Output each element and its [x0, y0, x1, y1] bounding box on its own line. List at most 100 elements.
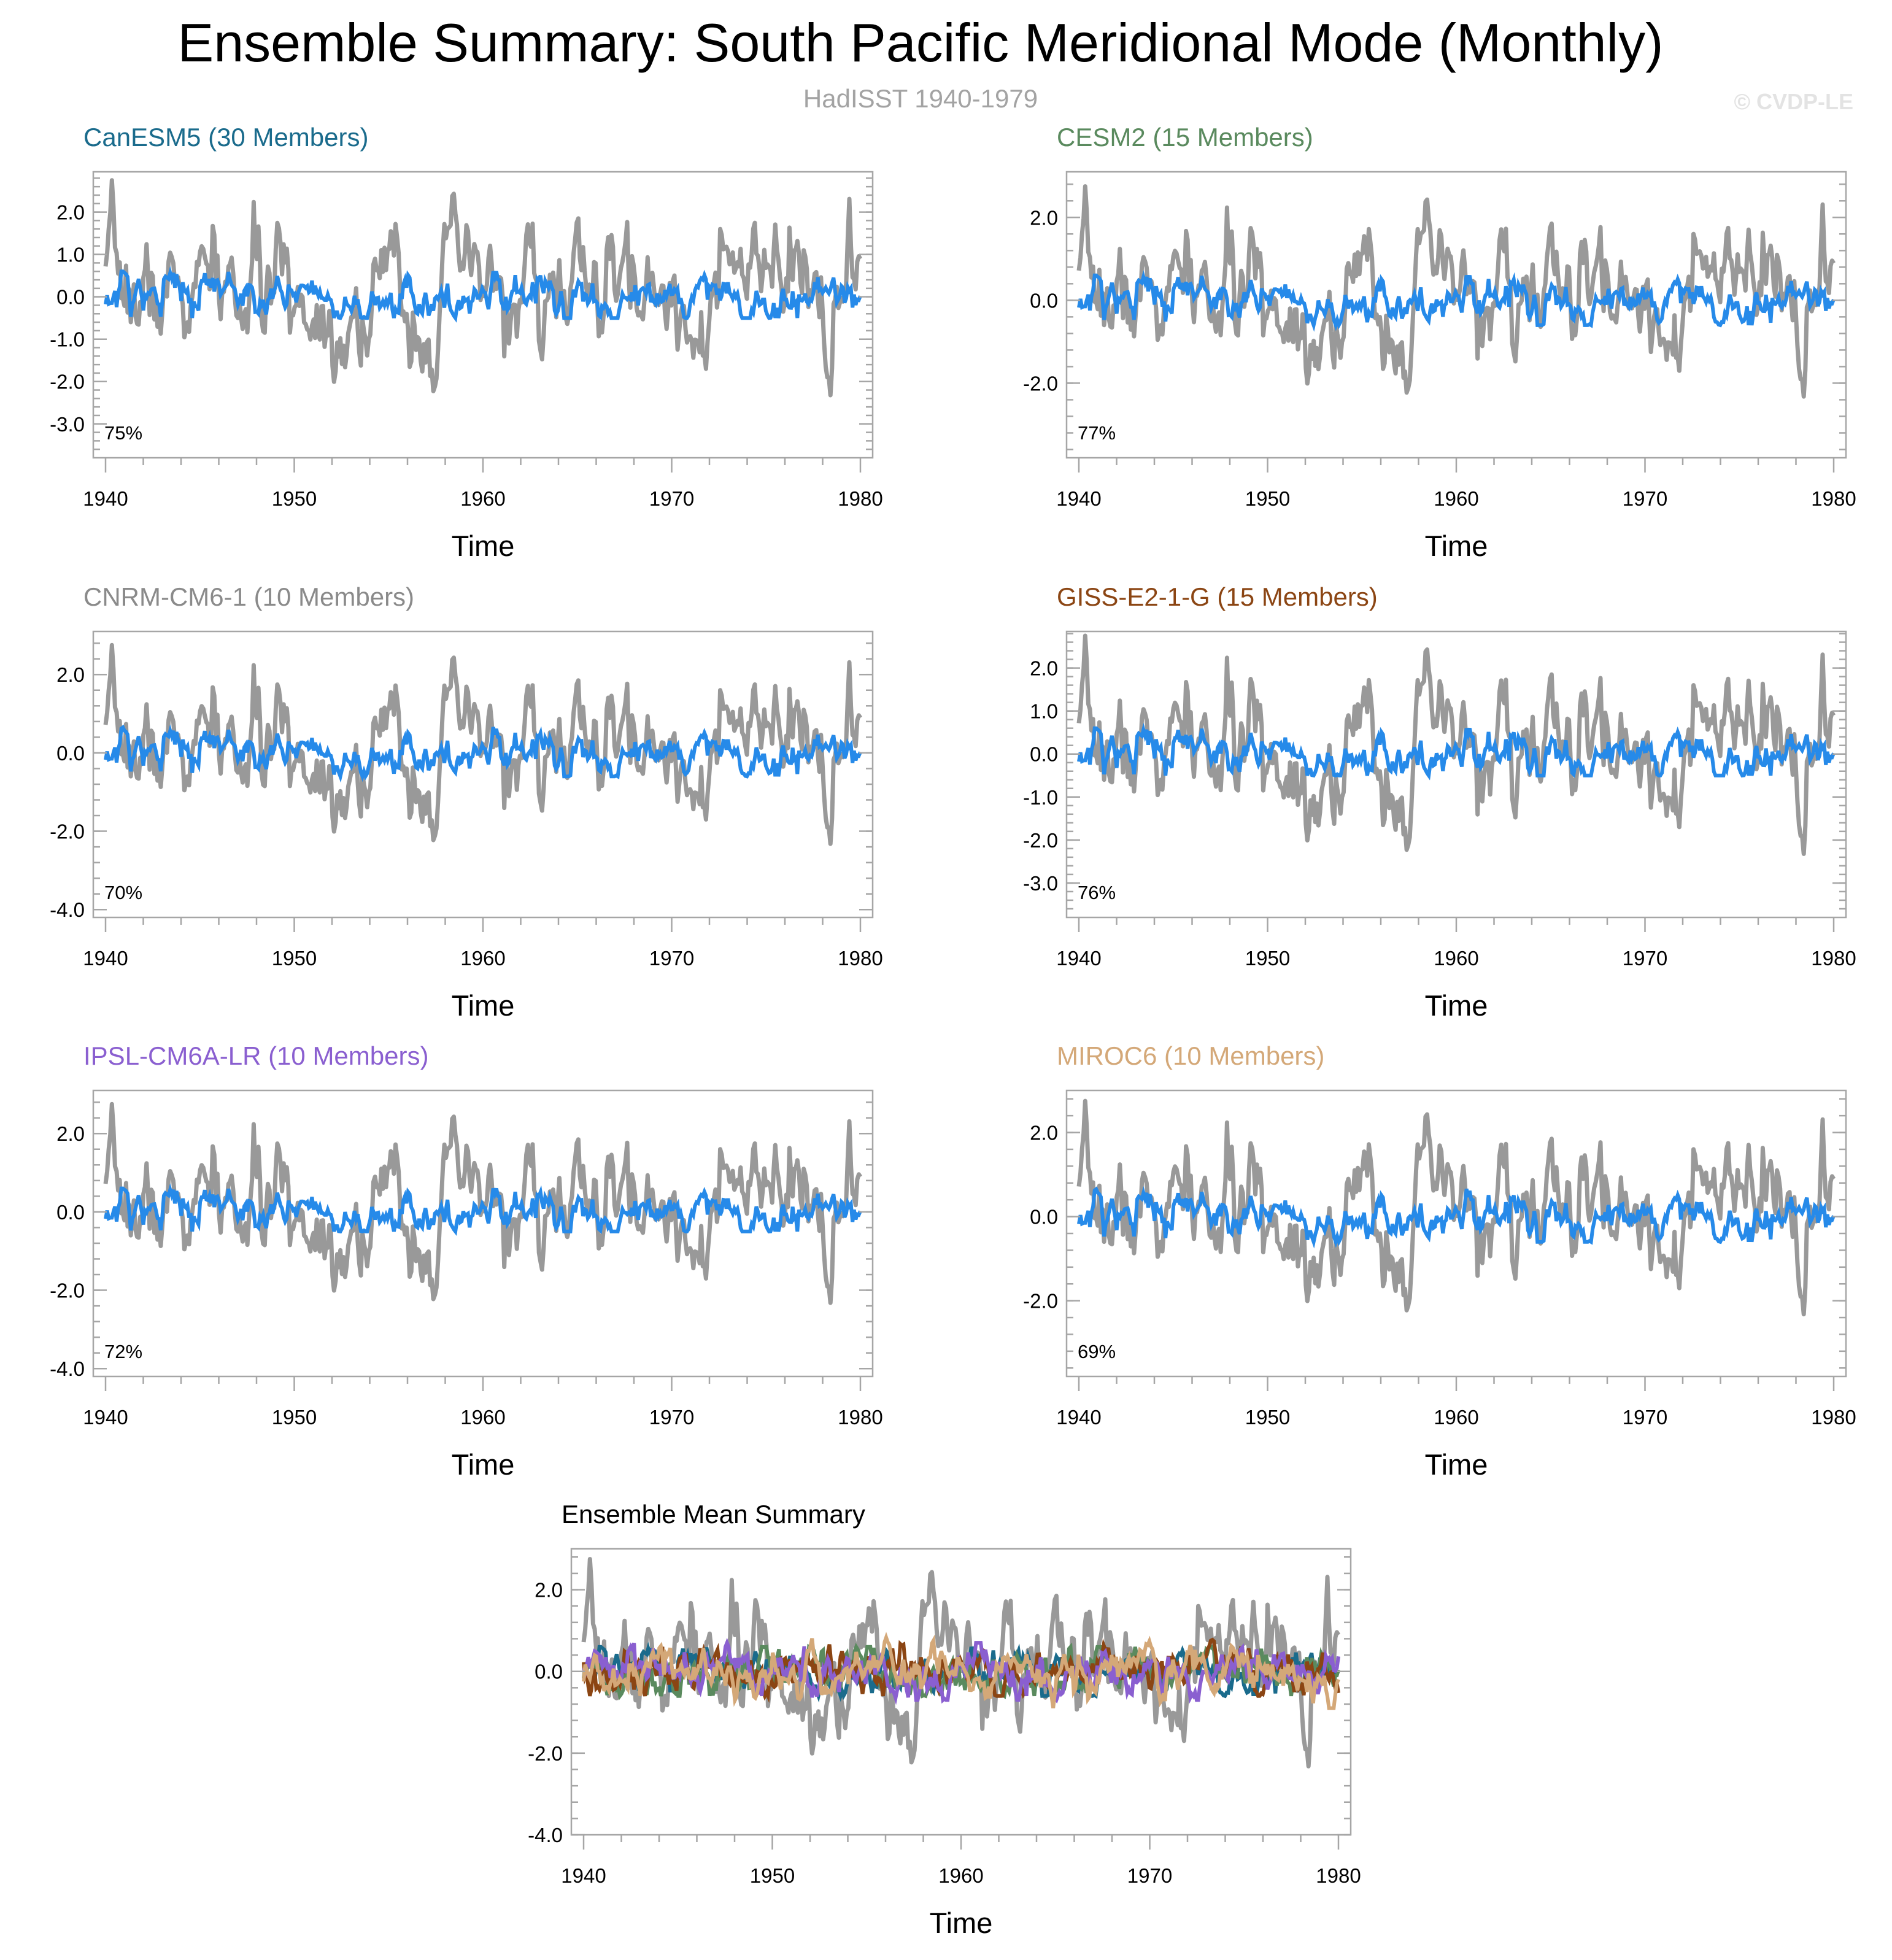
y-tick-label: -2.0: [1023, 829, 1058, 852]
x-tick-label: 1960: [460, 947, 505, 970]
panel-title: CanESM5 (30 Members): [83, 123, 368, 152]
y-tick-label: -2.0: [1023, 1290, 1058, 1313]
x-tick-label: 1970: [649, 1406, 694, 1429]
y-tick-label: 2.0: [1030, 657, 1058, 680]
percent-annotation: 76%: [1078, 882, 1116, 903]
percent-annotation: 72%: [104, 1341, 142, 1362]
model-mean-line: [104, 266, 862, 323]
x-axis-label: Time: [1425, 530, 1488, 562]
x-tick-label: 1960: [460, 1406, 505, 1429]
plot-frame: [1065, 171, 1847, 459]
copyright-watermark: © CVDP-LE: [1734, 89, 1853, 114]
x-tick-label: 1950: [1245, 1406, 1290, 1429]
plot-frame: [92, 1089, 874, 1378]
x-tick-label: 1940: [1056, 487, 1101, 510]
chart-panel: GISS-E2-1-G (15 Members) 2.0 1.0 0.0 -1.0 -2.…: [1023, 582, 1856, 1022]
y-tick-label: 1.0: [1030, 700, 1058, 723]
chart-panel: IPSL-CM6A-LR (10 Members) 2.0 0.0 -2.0 -4.0 1…: [50, 1041, 883, 1481]
panel-title: Ensemble Mean Summary: [562, 1500, 865, 1529]
y-tick-label: -4.0: [50, 1357, 85, 1380]
chart-panel: Ensemble Mean Summary 2.0 0.0 -2.0 -4.0 1940 1…: [528, 1500, 1361, 1939]
x-tick-label: 1950: [272, 1406, 317, 1429]
x-axis-label: Time: [930, 1907, 993, 1939]
figure-title: Ensemble Summary: South Pacific Meridion…: [178, 12, 1664, 73]
y-tick-label: -4.0: [528, 1824, 563, 1846]
y-tick-label: 0.0: [535, 1661, 563, 1683]
y-tick-label: -3.0: [1023, 872, 1058, 895]
model-mean-line: [582, 1642, 1340, 1700]
percent-annotation: 75%: [104, 422, 142, 444]
x-tick-label: 1960: [460, 487, 505, 510]
x-tick-label: 1980: [838, 1406, 882, 1429]
y-tick-label: 2.0: [56, 663, 85, 686]
panel-title: CESM2 (15 Members): [1057, 123, 1313, 152]
x-tick-label: 1960: [1434, 947, 1478, 970]
y-tick-label: 2.0: [56, 1122, 85, 1145]
y-tick-label: -1.0: [50, 328, 85, 351]
y-tick-label: -2.0: [528, 1742, 563, 1765]
x-tick-label: 1940: [1056, 1406, 1101, 1429]
percent-annotation: 70%: [104, 882, 142, 903]
plot-frame: [570, 1548, 1352, 1836]
x-tick-label: 1980: [838, 947, 882, 970]
panel-title: CNRM-CM6-1 (10 Members): [83, 582, 414, 611]
plot-frame: [1065, 1089, 1847, 1378]
model-mean-line: [104, 1183, 862, 1237]
panel-title: GISS-E2-1-G (15 Members): [1057, 582, 1378, 611]
y-tick-label: 0.0: [1030, 289, 1058, 312]
model-mean-line: [1077, 270, 1836, 332]
chart-panel: CESM2 (15 Members) 2.0 0.0 -2.0 1940 1950 1960…: [1023, 123, 1856, 562]
x-tick-label: 1940: [83, 487, 128, 510]
y-tick-label: 0.0: [56, 742, 85, 765]
x-tick-label: 1960: [938, 1864, 983, 1887]
percent-annotation: 69%: [1078, 1341, 1116, 1362]
y-tick-label: -4.0: [50, 898, 85, 921]
y-tick-label: -2.0: [50, 820, 85, 843]
panel-title: IPSL-CM6A-LR (10 Members): [83, 1041, 428, 1070]
y-tick-label: 0.0: [56, 286, 85, 309]
x-axis-label: Time: [452, 1448, 515, 1481]
chart-panel: CanESM5 (30 Members) 2.0 1.0 0.0 -1.0 -2.0 -3.…: [50, 123, 883, 562]
y-tick-label: 2.0: [56, 201, 85, 224]
x-tick-label: 1980: [1811, 487, 1856, 510]
chart-panel: MIROC6 (10 Members) 2.0 0.0 -2.0 1940 1950 196…: [1023, 1041, 1856, 1481]
x-tick-label: 1960: [1434, 1406, 1478, 1429]
y-tick-label: -1.0: [1023, 786, 1058, 809]
x-axis-label: Time: [1425, 989, 1488, 1022]
x-tick-label: 1980: [1316, 1864, 1361, 1887]
y-tick-label: -2.0: [50, 1279, 85, 1302]
x-tick-label: 1980: [1811, 1406, 1856, 1429]
x-tick-label: 1980: [838, 487, 882, 510]
figure-subtitle: HadISST 1940-1979: [803, 84, 1038, 113]
x-tick-label: 1950: [750, 1864, 795, 1887]
y-tick-label: 2.0: [535, 1579, 563, 1602]
x-tick-label: 1940: [83, 947, 128, 970]
x-tick-label: 1950: [272, 487, 317, 510]
model-mean-line: [1077, 1186, 1836, 1249]
y-tick-label: 0.0: [1030, 743, 1058, 766]
x-tick-label: 1970: [649, 487, 694, 510]
x-axis-label: Time: [452, 989, 515, 1022]
y-tick-label: 2.0: [1030, 1122, 1058, 1144]
x-tick-label: 1970: [1127, 1864, 1172, 1887]
y-tick-label: -2.0: [1023, 372, 1058, 395]
panel-title: MIROC6 (10 Members): [1057, 1041, 1324, 1070]
x-tick-label: 1970: [649, 947, 694, 970]
y-tick-label: 2.0: [1030, 206, 1058, 229]
chart-panel: CNRM-CM6-1 (10 Members) 2.0 0.0 -2.0 -4.0 194…: [50, 582, 883, 1022]
y-tick-label: 0.0: [1030, 1206, 1058, 1229]
x-axis-label: Time: [452, 530, 515, 562]
x-tick-label: 1970: [1623, 947, 1667, 970]
x-tick-label: 1950: [272, 947, 317, 970]
x-tick-label: 1970: [1623, 1406, 1667, 1429]
plot-frame: [1065, 630, 1847, 919]
y-tick-label: -3.0: [50, 413, 85, 436]
model-mean-line: [1077, 722, 1836, 781]
model-mean-line: [104, 724, 862, 783]
x-tick-label: 1950: [1245, 487, 1290, 510]
y-tick-label: -2.0: [50, 371, 85, 393]
x-tick-label: 1970: [1623, 487, 1667, 510]
y-tick-label: 1.0: [56, 244, 85, 266]
x-axis-label: Time: [1425, 1448, 1488, 1481]
